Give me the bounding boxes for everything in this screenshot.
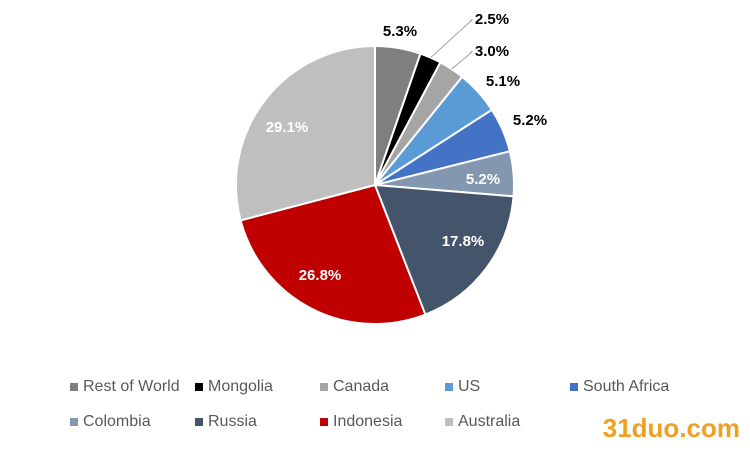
legend-label: Canada (333, 378, 389, 395)
legend-label: Rest of World (83, 378, 180, 395)
legend-marker (445, 418, 453, 426)
watermark: 31duo.com (603, 413, 740, 443)
legend-label: South Africa (583, 378, 669, 395)
data-label: 5.2% (513, 112, 547, 129)
legend-label: US (458, 378, 480, 395)
pie-slice (373, 183, 515, 316)
data-label: 5.2% (466, 171, 500, 188)
legend-marker (320, 383, 328, 391)
data-label: 5.3% (383, 23, 417, 40)
legend-marker (195, 383, 203, 391)
legend-label: Colombia (83, 413, 151, 430)
data-label: 29.1% (266, 119, 309, 136)
legend-label: Australia (458, 413, 520, 430)
legend-marker (445, 383, 453, 391)
leader-line (451, 51, 474, 70)
pie-slice (235, 44, 376, 222)
legend-marker (195, 418, 203, 426)
legend-marker (70, 383, 78, 391)
legend-label: Indonesia (333, 413, 402, 430)
pie-slice (239, 183, 427, 325)
leader-line (430, 19, 474, 58)
data-label: 2.5% (475, 11, 509, 28)
data-label: 26.8% (299, 267, 342, 284)
legend-label: Mongolia (208, 378, 273, 395)
legend-label: Russia (208, 413, 257, 430)
legend-marker (570, 383, 578, 391)
data-label: 5.1% (486, 73, 520, 90)
legend-marker (70, 418, 78, 426)
data-label: 17.8% (442, 233, 485, 250)
data-label: 3.0% (475, 43, 509, 60)
legend-marker (320, 418, 328, 426)
